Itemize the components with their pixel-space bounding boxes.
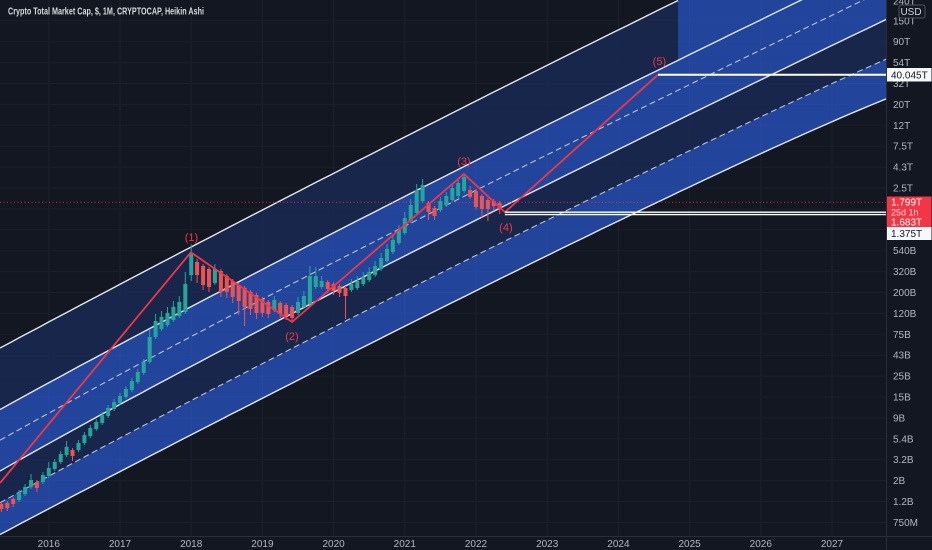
- svg-text:40.045T: 40.045T: [891, 71, 928, 82]
- svg-text:240T: 240T: [893, 0, 916, 8]
- svg-text:9B: 9B: [893, 413, 906, 424]
- svg-text:(3): (3): [457, 156, 470, 168]
- svg-text:2.5T: 2.5T: [893, 184, 913, 195]
- svg-text:90T: 90T: [893, 37, 910, 48]
- svg-text:2022: 2022: [465, 539, 488, 550]
- svg-text:2020: 2020: [322, 539, 345, 550]
- svg-text:(4): (4): [499, 222, 512, 234]
- svg-text:2018: 2018: [180, 539, 203, 550]
- svg-text:2024: 2024: [607, 539, 630, 550]
- svg-text:2017: 2017: [109, 539, 132, 550]
- svg-text:(5): (5): [653, 56, 666, 68]
- svg-text:2B: 2B: [893, 476, 906, 487]
- svg-text:3.2B: 3.2B: [893, 455, 914, 466]
- svg-text:USD: USD: [900, 7, 921, 18]
- svg-text:1.375T: 1.375T: [891, 229, 922, 240]
- svg-text:2025: 2025: [678, 539, 701, 550]
- svg-text:75B: 75B: [893, 330, 911, 341]
- svg-text:25d 1h: 25d 1h: [891, 208, 919, 218]
- svg-text:7.5T: 7.5T: [893, 142, 913, 153]
- svg-text:5.4B: 5.4B: [893, 434, 914, 445]
- svg-text:120B: 120B: [893, 309, 917, 320]
- svg-text:1.799T: 1.799T: [891, 198, 922, 209]
- svg-text:15B: 15B: [893, 393, 911, 404]
- svg-text:Crypto Total Market Cap, $, 1M: Crypto Total Market Cap, $, 1M, CRYPTOCA…: [8, 7, 204, 18]
- svg-text:2023: 2023: [536, 539, 559, 550]
- svg-text:150T: 150T: [893, 16, 916, 27]
- svg-text:25B: 25B: [893, 372, 911, 383]
- svg-text:(2): (2): [285, 331, 298, 343]
- svg-text:200B: 200B: [893, 288, 917, 299]
- svg-text:2027: 2027: [821, 539, 844, 550]
- svg-text:4.3T: 4.3T: [893, 163, 913, 174]
- svg-text:12T: 12T: [893, 121, 910, 132]
- svg-text:2016: 2016: [38, 539, 61, 550]
- svg-text:540B: 540B: [893, 246, 917, 257]
- svg-text:(1): (1): [185, 232, 198, 244]
- svg-text:750M: 750M: [893, 518, 918, 529]
- svg-text:20T: 20T: [893, 100, 910, 111]
- svg-text:1.2B: 1.2B: [893, 497, 914, 508]
- svg-text:2021: 2021: [394, 539, 417, 550]
- svg-text:320B: 320B: [893, 267, 917, 278]
- svg-text:1.683T: 1.683T: [891, 218, 922, 229]
- svg-text:2026: 2026: [750, 539, 773, 550]
- svg-text:43B: 43B: [893, 351, 911, 362]
- svg-text:32T: 32T: [893, 79, 910, 90]
- svg-text:2019: 2019: [251, 539, 274, 550]
- svg-text:54T: 54T: [893, 58, 910, 69]
